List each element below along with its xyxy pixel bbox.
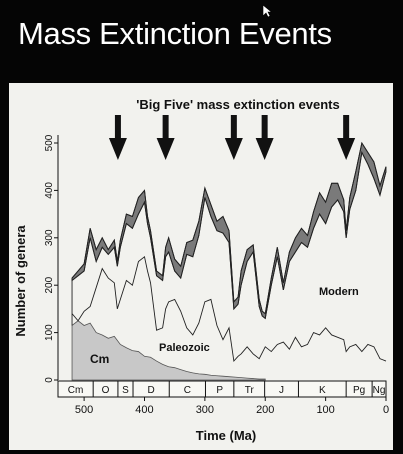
x-tick-label: 0 (383, 404, 389, 416)
mouse-cursor-icon (262, 4, 272, 18)
x-tick-label: 100 (316, 404, 334, 416)
chart-title: 'Big Five' mass extinction events (136, 97, 339, 112)
x-axis-label: Time (Ma) (196, 428, 256, 443)
label-modern: Modern (319, 286, 359, 298)
plot-areas (71, 141, 387, 381)
extinction-arrow (108, 115, 127, 160)
paleozoic-fauna-line (71, 255, 387, 363)
y-tick-label: 500 (44, 134, 55, 151)
plot-lines (71, 141, 387, 363)
period-label-c: C (184, 385, 191, 396)
label-paleozoic: Paleozoic (159, 342, 210, 354)
y-axis-label: Number of genera (13, 225, 28, 337)
period-label-ng: Ng (373, 385, 386, 396)
extinction-arrow (255, 115, 274, 160)
period-label-pg: Pg (353, 385, 365, 396)
geologic-period-bar: Cm O S D C P Tr J K Pg Ng (57, 380, 387, 398)
y-tick-label: 300 (44, 229, 55, 246)
extinction-arrow (337, 115, 356, 160)
extinction-arrows (108, 115, 356, 160)
period-label-o: O (102, 385, 110, 396)
cambrian-fauna-area (71, 320, 266, 381)
slide-title: Mass Extinction Events (18, 16, 332, 51)
period-bar-frame (57, 380, 387, 398)
y-tick-label: 200 (44, 276, 55, 293)
x-tick-label: 400 (135, 404, 153, 416)
extinction-arrow (156, 115, 175, 160)
axes: 0 100 200 300 400 500 500 400 300 200 100 0 (44, 134, 389, 416)
x-tick-label: 300 (196, 404, 214, 416)
y-tick-label: 400 (44, 182, 55, 199)
x-tick-label: 500 (75, 404, 93, 416)
total-diversity-line (71, 141, 387, 315)
label-cambrian: Cm (90, 352, 109, 366)
extinction-arrow (224, 115, 243, 160)
period-label-p: P (216, 385, 223, 396)
chart-figure: 'Big Five' mass extinction events 0 100 20… (9, 83, 393, 450)
y-tick-label: 100 (44, 324, 55, 341)
modern-fauna-line (71, 150, 387, 320)
genera-diversity-chart: 'Big Five' mass extinction events 0 100 20… (13, 97, 389, 443)
period-label-s: S (122, 385, 129, 396)
period-label-j: J (279, 385, 284, 396)
period-label-k: K (319, 385, 326, 396)
period-label-d: D (148, 385, 155, 396)
y-tick-label: 0 (44, 377, 55, 383)
period-label-cm: Cm (68, 385, 84, 396)
period-label-tr: Tr (245, 385, 255, 396)
x-tick-label: 200 (256, 404, 274, 416)
